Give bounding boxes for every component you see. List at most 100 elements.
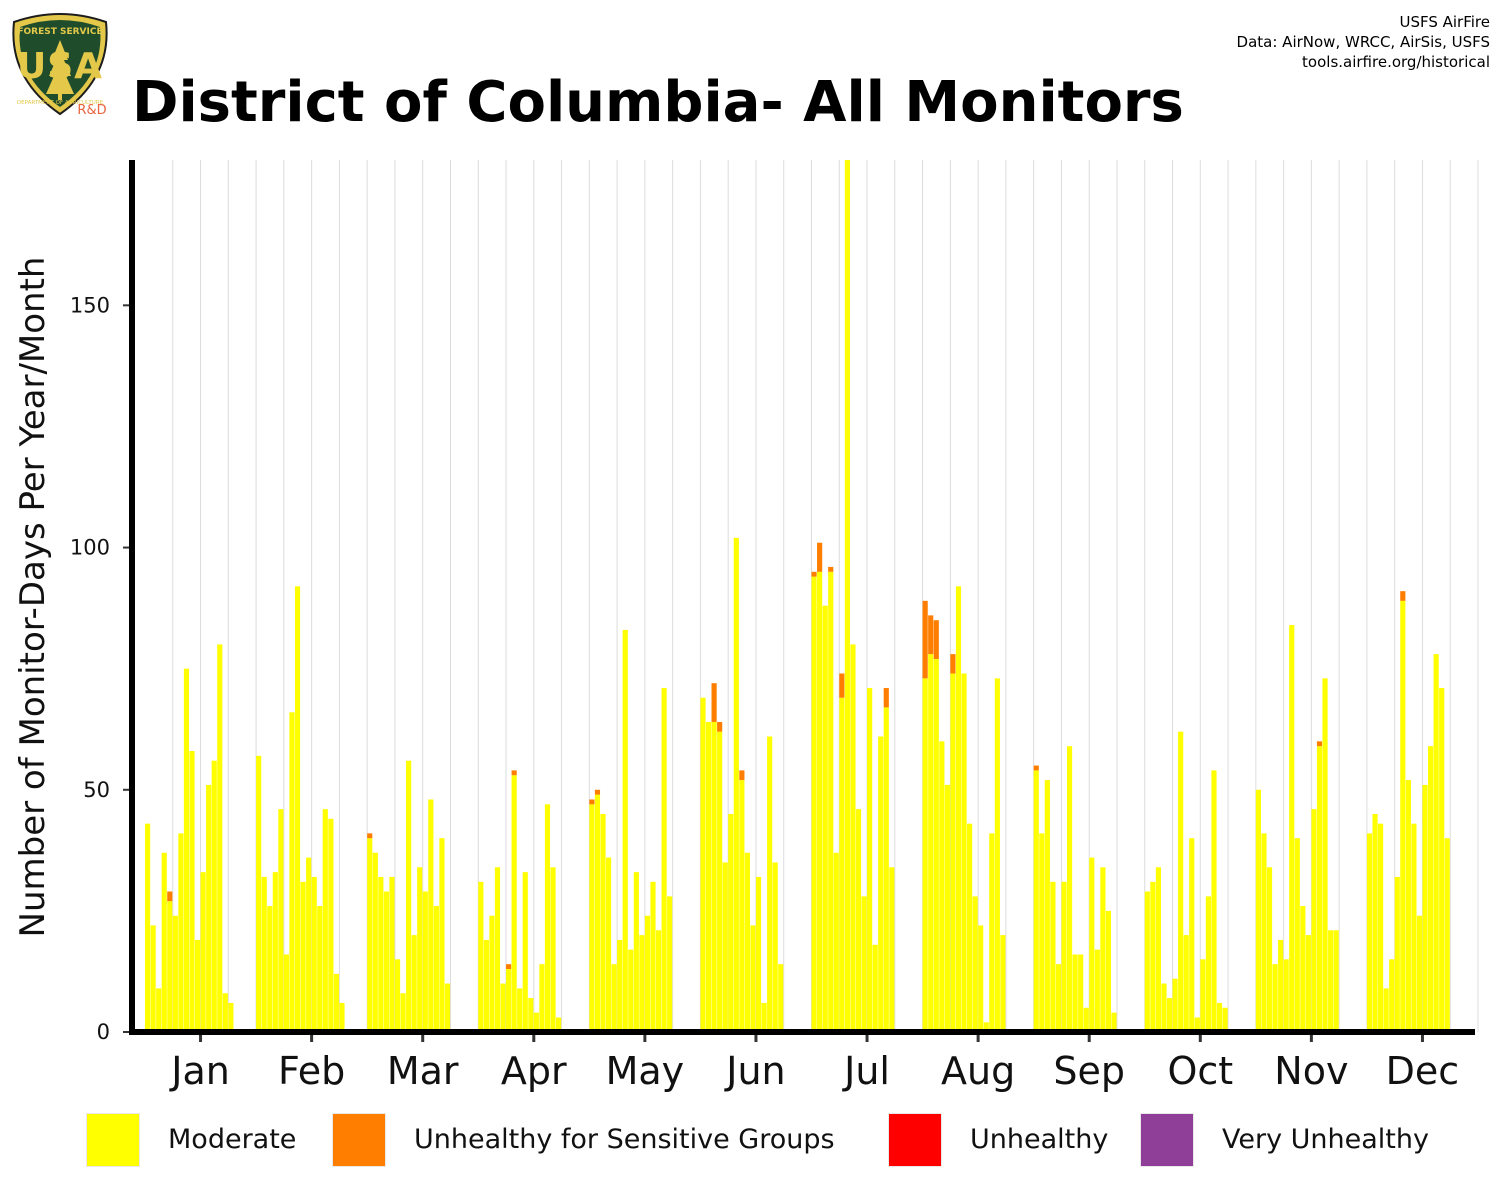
bar-moderate (478, 881, 484, 1032)
bar-moderate (517, 988, 523, 1032)
bar-moderate (955, 586, 962, 1032)
bar-moderate (1111, 1012, 1117, 1032)
bar-moderate (1216, 1002, 1223, 1032)
bar-moderate (439, 838, 445, 1032)
bar-moderate (372, 852, 378, 1032)
bar-moderate (311, 876, 317, 1032)
bar-usg (711, 683, 717, 722)
usfs-logo: FOREST SERVICE USA DEPARTMENT OF AGRICUL… (8, 8, 112, 118)
bar-moderate (1039, 833, 1045, 1032)
bar-moderate (967, 823, 973, 1032)
bar-moderate (628, 949, 634, 1032)
bar-moderate (1422, 784, 1428, 1032)
bar-moderate (1183, 935, 1189, 1032)
x-tick-label: Jan (169, 1049, 230, 1093)
bar-moderate (228, 1002, 234, 1032)
bar-moderate (1078, 954, 1084, 1032)
bar-moderate (411, 935, 417, 1032)
bar-moderate (1150, 881, 1156, 1032)
bar-moderate (983, 1022, 989, 1032)
credits: USFS AirFire Data: AirNow, WRCC, AirSis,… (1237, 12, 1490, 72)
bar-usg (367, 833, 373, 839)
usfs-shield-icon: FOREST SERVICE USA DEPARTMENT OF AGRICUL… (12, 13, 108, 118)
y-tick-label: 150 (70, 293, 110, 317)
bar-moderate (506, 969, 512, 1032)
bar-moderate (400, 993, 406, 1032)
legend-label: Unhealthy (970, 1124, 1109, 1155)
logo-bottom-text: DEPARTMENT OF AGRICULTURE (17, 100, 104, 106)
legend-swatch (1140, 1113, 1194, 1167)
bar-moderate (428, 799, 434, 1032)
bar-moderate (767, 736, 773, 1032)
y-axis-label: Number of Monitor-Days Per Year/Month (13, 257, 53, 938)
bar-moderate (1050, 881, 1056, 1032)
bar-moderate (822, 605, 828, 1032)
legend-swatch (86, 1113, 140, 1167)
bar-moderate (1144, 891, 1150, 1032)
bar-moderate (156, 988, 162, 1032)
bar-moderate (1428, 746, 1434, 1032)
bar-moderate (328, 818, 334, 1032)
bar-moderate (511, 775, 517, 1032)
bar-usg (1400, 591, 1406, 601)
bar-moderate (1172, 978, 1178, 1032)
bar-moderate (1278, 939, 1284, 1032)
bar-moderate (444, 983, 451, 1032)
bar-moderate (378, 876, 384, 1032)
bar-moderate (728, 814, 734, 1032)
bar-moderate (339, 1002, 345, 1032)
x-tick-label: Jul (842, 1049, 890, 1093)
bar-usg (922, 600, 928, 679)
bar-moderate (761, 1002, 767, 1032)
bar-moderate (528, 998, 534, 1032)
bar-moderate (261, 876, 267, 1032)
bar-moderate (1072, 954, 1078, 1032)
credit-line: Data: AirNow, WRCC, AirSis, USFS (1236, 33, 1490, 51)
bar-moderate (994, 678, 1000, 1032)
bar-moderate (278, 809, 284, 1032)
bar-moderate (1283, 959, 1289, 1032)
bar-moderate (600, 814, 606, 1032)
bar-moderate (161, 852, 167, 1032)
bar-moderate (1178, 731, 1184, 1032)
bar-usg (950, 654, 956, 674)
axes: 0 50 100 150 Jan Feb Mar Apr May Jun Jul Aug Sep Oct N… (70, 160, 1475, 1093)
legend-label: Very Unhealthy (1222, 1124, 1429, 1155)
x-tick-label: Nov (1274, 1049, 1348, 1093)
bar-usg (933, 620, 939, 659)
bar-moderate (855, 809, 862, 1032)
bar-moderate (1261, 833, 1267, 1032)
legend-label: Moderate (168, 1124, 297, 1155)
bar-moderate (217, 644, 223, 1032)
bar-moderate (1083, 1007, 1089, 1032)
bar-moderate (1328, 930, 1334, 1032)
x-tick-label: May (606, 1049, 685, 1093)
bar-moderate (861, 896, 867, 1032)
y-tick-label: 100 (70, 536, 110, 560)
bar-moderate (817, 571, 823, 1032)
bar-moderate (333, 973, 339, 1032)
bar-moderate (1394, 876, 1400, 1032)
bar-moderate (1255, 789, 1261, 1032)
bar-moderate (622, 629, 628, 1032)
bar-usg (883, 688, 889, 708)
bar-moderate (839, 697, 845, 1032)
bar-moderate (750, 925, 756, 1032)
bar-moderate (206, 784, 212, 1032)
x-tick-label: Jun (724, 1049, 785, 1093)
bar-moderate (1089, 857, 1095, 1032)
bar-moderate (589, 804, 595, 1032)
bar-moderate (639, 935, 645, 1032)
y-tick-label: 0 (97, 1020, 110, 1044)
x-tick-label: Oct (1167, 1049, 1233, 1093)
bar-moderate (1061, 881, 1067, 1032)
logo-badge: R&D (77, 103, 106, 118)
bar-moderate (811, 576, 817, 1032)
bar-moderate (539, 964, 545, 1032)
bar-moderate (867, 688, 873, 1032)
bar-moderate (1316, 746, 1323, 1032)
bar-moderate (1205, 896, 1211, 1032)
bar-moderate (1400, 600, 1406, 1032)
bar-usg (739, 770, 745, 781)
bar-moderate (667, 896, 673, 1032)
